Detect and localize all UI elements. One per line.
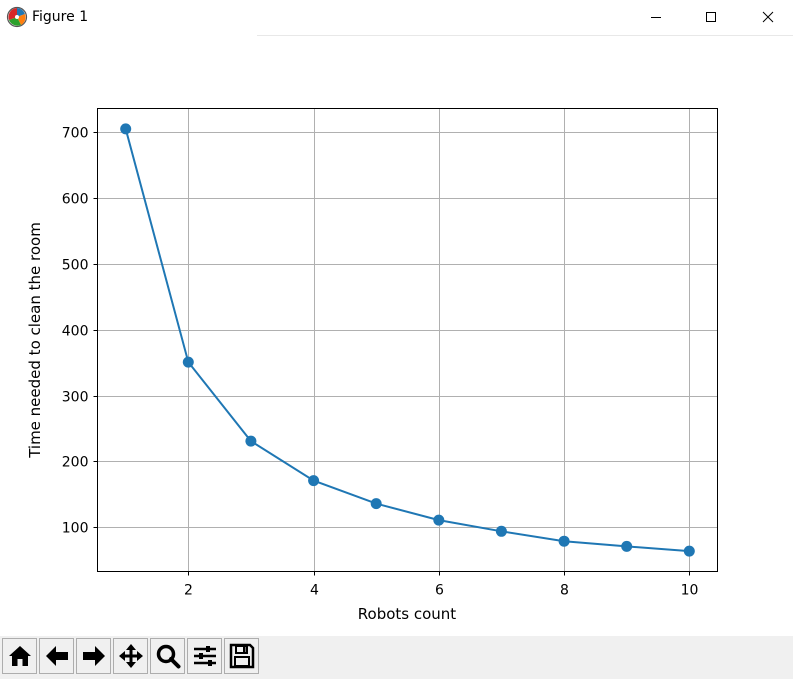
axes-frame (97, 108, 718, 572)
maximize-icon (706, 12, 716, 22)
navigation-toolbar (0, 636, 793, 679)
close-button[interactable] (745, 0, 791, 34)
zoom-button[interactable] (150, 638, 185, 674)
data-point (683, 545, 695, 557)
titlebar-divider (257, 35, 793, 36)
zoom-icon (156, 644, 180, 669)
x-axis-label: Robots count (358, 605, 457, 623)
minimize-icon (651, 17, 661, 18)
minimize-button[interactable] (633, 0, 679, 34)
data-point (558, 535, 570, 547)
data-point (245, 435, 257, 447)
forward-arrow-icon (82, 646, 105, 666)
y-tick-label: 700 (62, 126, 89, 142)
forward-button[interactable] (76, 638, 111, 674)
data-point (120, 123, 132, 135)
y-tick-label: 600 (62, 192, 89, 208)
y-tick-label: 100 (62, 521, 89, 537)
save-icon (229, 643, 254, 669)
data-point (495, 525, 507, 537)
configure-subplots-icon (193, 646, 216, 666)
y-axis-label: Time needed to clean the room (26, 222, 44, 459)
y-tick-label: 400 (62, 324, 89, 340)
home-button[interactable] (2, 638, 37, 674)
pan-icon (118, 644, 143, 668)
x-tick-label: 4 (310, 583, 319, 599)
y-tick-label: 500 (62, 258, 89, 274)
data-point (182, 356, 194, 368)
x-axis: 2 4 6 8 10 (184, 571, 699, 599)
x-tick-label: 10 (681, 583, 699, 599)
series-line (124, 128, 690, 553)
back-arrow-icon (45, 646, 68, 666)
maximize-button[interactable] (688, 0, 734, 34)
x-tick-label: 6 (435, 583, 444, 599)
back-button[interactable] (39, 638, 74, 674)
data-point (621, 540, 633, 552)
x-tick-label: 2 (184, 583, 193, 599)
save-button[interactable] (224, 638, 259, 674)
figure-canvas[interactable]: 2 4 6 8 10 100 200 300 400 500 600 700 Robots coun… (0, 36, 793, 636)
x-tick-label: 8 (560, 583, 569, 599)
data-point (433, 514, 445, 526)
grid-lines (97, 108, 718, 572)
data-point (370, 498, 382, 510)
data-point (308, 475, 320, 487)
matplotlib-icon (6, 6, 28, 28)
close-icon (762, 11, 774, 23)
window-title: Figure 1 (32, 9, 89, 25)
y-tick-label: 200 (62, 455, 89, 471)
home-icon (8, 646, 31, 666)
data-series (120, 123, 695, 557)
y-tick-label: 300 (62, 390, 89, 406)
configure-subplots-button[interactable] (187, 638, 222, 674)
y-axis: 100 200 300 400 500 600 700 (62, 126, 98, 537)
window-titlebar: Figure 1 (0, 0, 793, 36)
pan-button[interactable] (113, 638, 148, 674)
